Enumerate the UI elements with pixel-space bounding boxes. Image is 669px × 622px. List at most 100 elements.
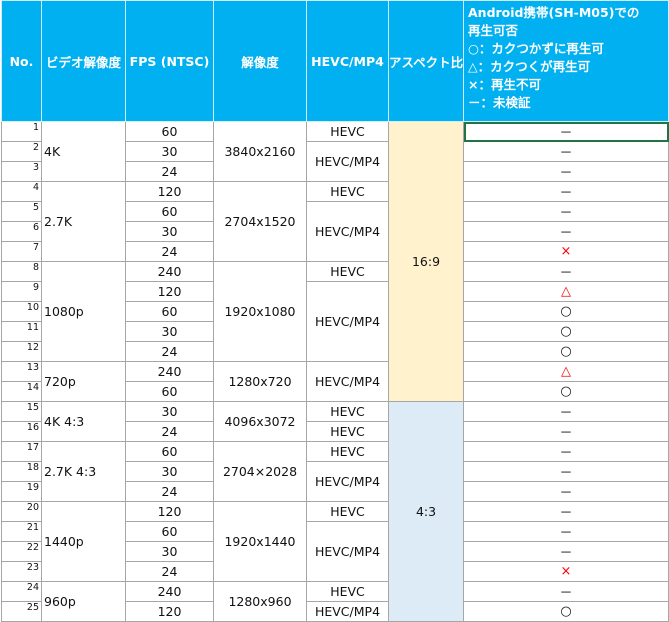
playback-result: － <box>463 121 669 142</box>
row-number: 13 <box>1 361 42 382</box>
codec: HEVC/MP4 <box>306 281 389 362</box>
playback-result: － <box>463 401 669 422</box>
table-row: 13 720p 240 1280x720 HEVC/MP4 △ <box>1 361 669 402</box>
row-number: 19 <box>1 481 42 502</box>
playback-result: × <box>463 241 669 262</box>
header: No. ビデオ解像度 FPS (NTSC) 解像度 HEVC/MP4 アスペクト… <box>1 0 669 122</box>
table-row: 11 30 ○ <box>1 321 669 342</box>
video-resolution: 1440p <box>41 501 126 582</box>
playback-result: － <box>463 581 669 602</box>
playback-result: － <box>463 201 669 222</box>
row-number: 9 <box>1 281 42 302</box>
fps: 24 <box>125 241 214 262</box>
table-row: 21 60 HEVC/MP4 － <box>1 521 669 582</box>
row-number: 24 <box>1 581 42 602</box>
aspect-ratio: 16:9 <box>388 121 464 402</box>
playback-result: － <box>463 161 669 182</box>
table-row: 5 60 HEVC/MP4 － <box>1 201 669 262</box>
playback-result: － <box>463 501 669 522</box>
fps: 120 <box>125 181 214 202</box>
playback-result: － <box>463 181 669 202</box>
codec: HEVC/MP4 <box>306 461 389 502</box>
header-cell: 解像度 <box>213 0 307 122</box>
resolution: 4096x3072 <box>213 401 307 442</box>
codec: HEVC <box>306 181 389 202</box>
table-row: 8 1080p 240 1920x1080 HEVC － <box>1 261 669 362</box>
row-number: 17 <box>1 441 42 462</box>
playback-result: － <box>463 221 669 242</box>
video-resolution: 2.7K <box>41 181 126 262</box>
row-number: 22 <box>1 541 42 562</box>
header-line: Android携帯(SH-M05)での <box>468 5 640 20</box>
header-line: －：未検証 <box>468 95 531 110</box>
row-number: 8 <box>1 261 42 282</box>
fps: 30 <box>125 141 214 162</box>
fps: 240 <box>125 581 214 602</box>
table-row: 18 30 HEVC/MP4 － <box>1 461 669 502</box>
codec: HEVC/MP4 <box>306 521 389 582</box>
table-row: 20 1440p 120 1920x1440 HEVC － <box>1 501 669 582</box>
fps: 240 <box>125 261 214 282</box>
header-line: △：カクつくが再生可 <box>468 59 591 74</box>
row-number: 15 <box>1 401 42 422</box>
header-cell: ビデオ解像度 <box>41 0 126 122</box>
resolution: 1280x960 <box>213 581 307 622</box>
table-row: 12 24 ○ <box>1 341 669 362</box>
codec: HEVC/MP4 <box>306 201 389 262</box>
table-row: 1 4K 60 3840x2160 HEVC 16:9 － <box>1 121 669 402</box>
resolution: 2704×2028 <box>213 441 307 502</box>
row-number: 5 <box>1 201 42 222</box>
header-line: ○：カクつかずに再生可 <box>468 41 604 56</box>
playback-result: － <box>463 441 669 462</box>
fps: 120 <box>125 601 214 622</box>
row-number: 14 <box>1 381 42 402</box>
playback-result: △ <box>463 281 669 302</box>
row-number: 1 <box>1 121 42 142</box>
codec: HEVC <box>306 501 389 522</box>
codec: HEVC/MP4 <box>306 601 389 622</box>
row-number: 12 <box>1 341 42 362</box>
row-number: 10 <box>1 301 42 322</box>
resolution: 1280x720 <box>213 361 307 402</box>
header-cell: Android携帯(SH-M05)での 再生可否 ○：カクつかずに再生可 △：カクつく… <box>463 0 669 122</box>
playback-result: － <box>463 421 669 442</box>
header-cell: No. <box>1 0 42 122</box>
codec: HEVC <box>306 581 389 602</box>
table-row: 6 30 － <box>1 221 669 242</box>
codec: HEVC <box>306 261 389 282</box>
fps: 24 <box>125 421 214 442</box>
video-resolution: 4K 4:3 <box>41 401 126 442</box>
table-row: 7 24 × <box>1 241 669 262</box>
row-number: 4 <box>1 181 42 202</box>
table-row: 15 4K 4:3 30 4096x3072 HEVC 4:3 － <box>1 401 669 622</box>
header-cell: HEVC/MP4 <box>306 0 389 122</box>
header-cell: アスペクト比 <box>388 0 464 122</box>
resolution: 3840x2160 <box>213 121 307 182</box>
row-number: 18 <box>1 461 42 482</box>
row-number: 11 <box>1 321 42 342</box>
table-row: 23 24 × <box>1 561 669 582</box>
resolution: 2704x1520 <box>213 181 307 262</box>
aspect-ratio: 4:3 <box>388 401 464 622</box>
fps: 60 <box>125 521 214 542</box>
fps: 24 <box>125 341 214 362</box>
playback-result: ○ <box>463 301 669 322</box>
video-resolution: 4K <box>41 121 126 182</box>
row-number: 6 <box>1 221 42 242</box>
playback-result: × <box>463 561 669 582</box>
table-row: 14 60 ○ <box>1 381 669 402</box>
playback-result: － <box>463 521 669 542</box>
table-row: 9 120 HEVC/MP4 △ <box>1 281 669 362</box>
codec: HEVC <box>306 421 389 442</box>
fps: 30 <box>125 321 214 342</box>
playback-result: △ <box>463 361 669 382</box>
fps: 60 <box>125 301 214 322</box>
table-body: 1 4K 60 3840x2160 HEVC 16:9 － 2 30 HEVC/MP4 － 3 24 － 4… <box>1 121 669 622</box>
fps: 24 <box>125 481 214 502</box>
fps: 60 <box>125 441 214 462</box>
table-row: 19 24 － <box>1 481 669 502</box>
row-number: 2 <box>1 141 42 162</box>
table-row: 24 960p 240 1280x960 HEVC － <box>1 581 669 622</box>
